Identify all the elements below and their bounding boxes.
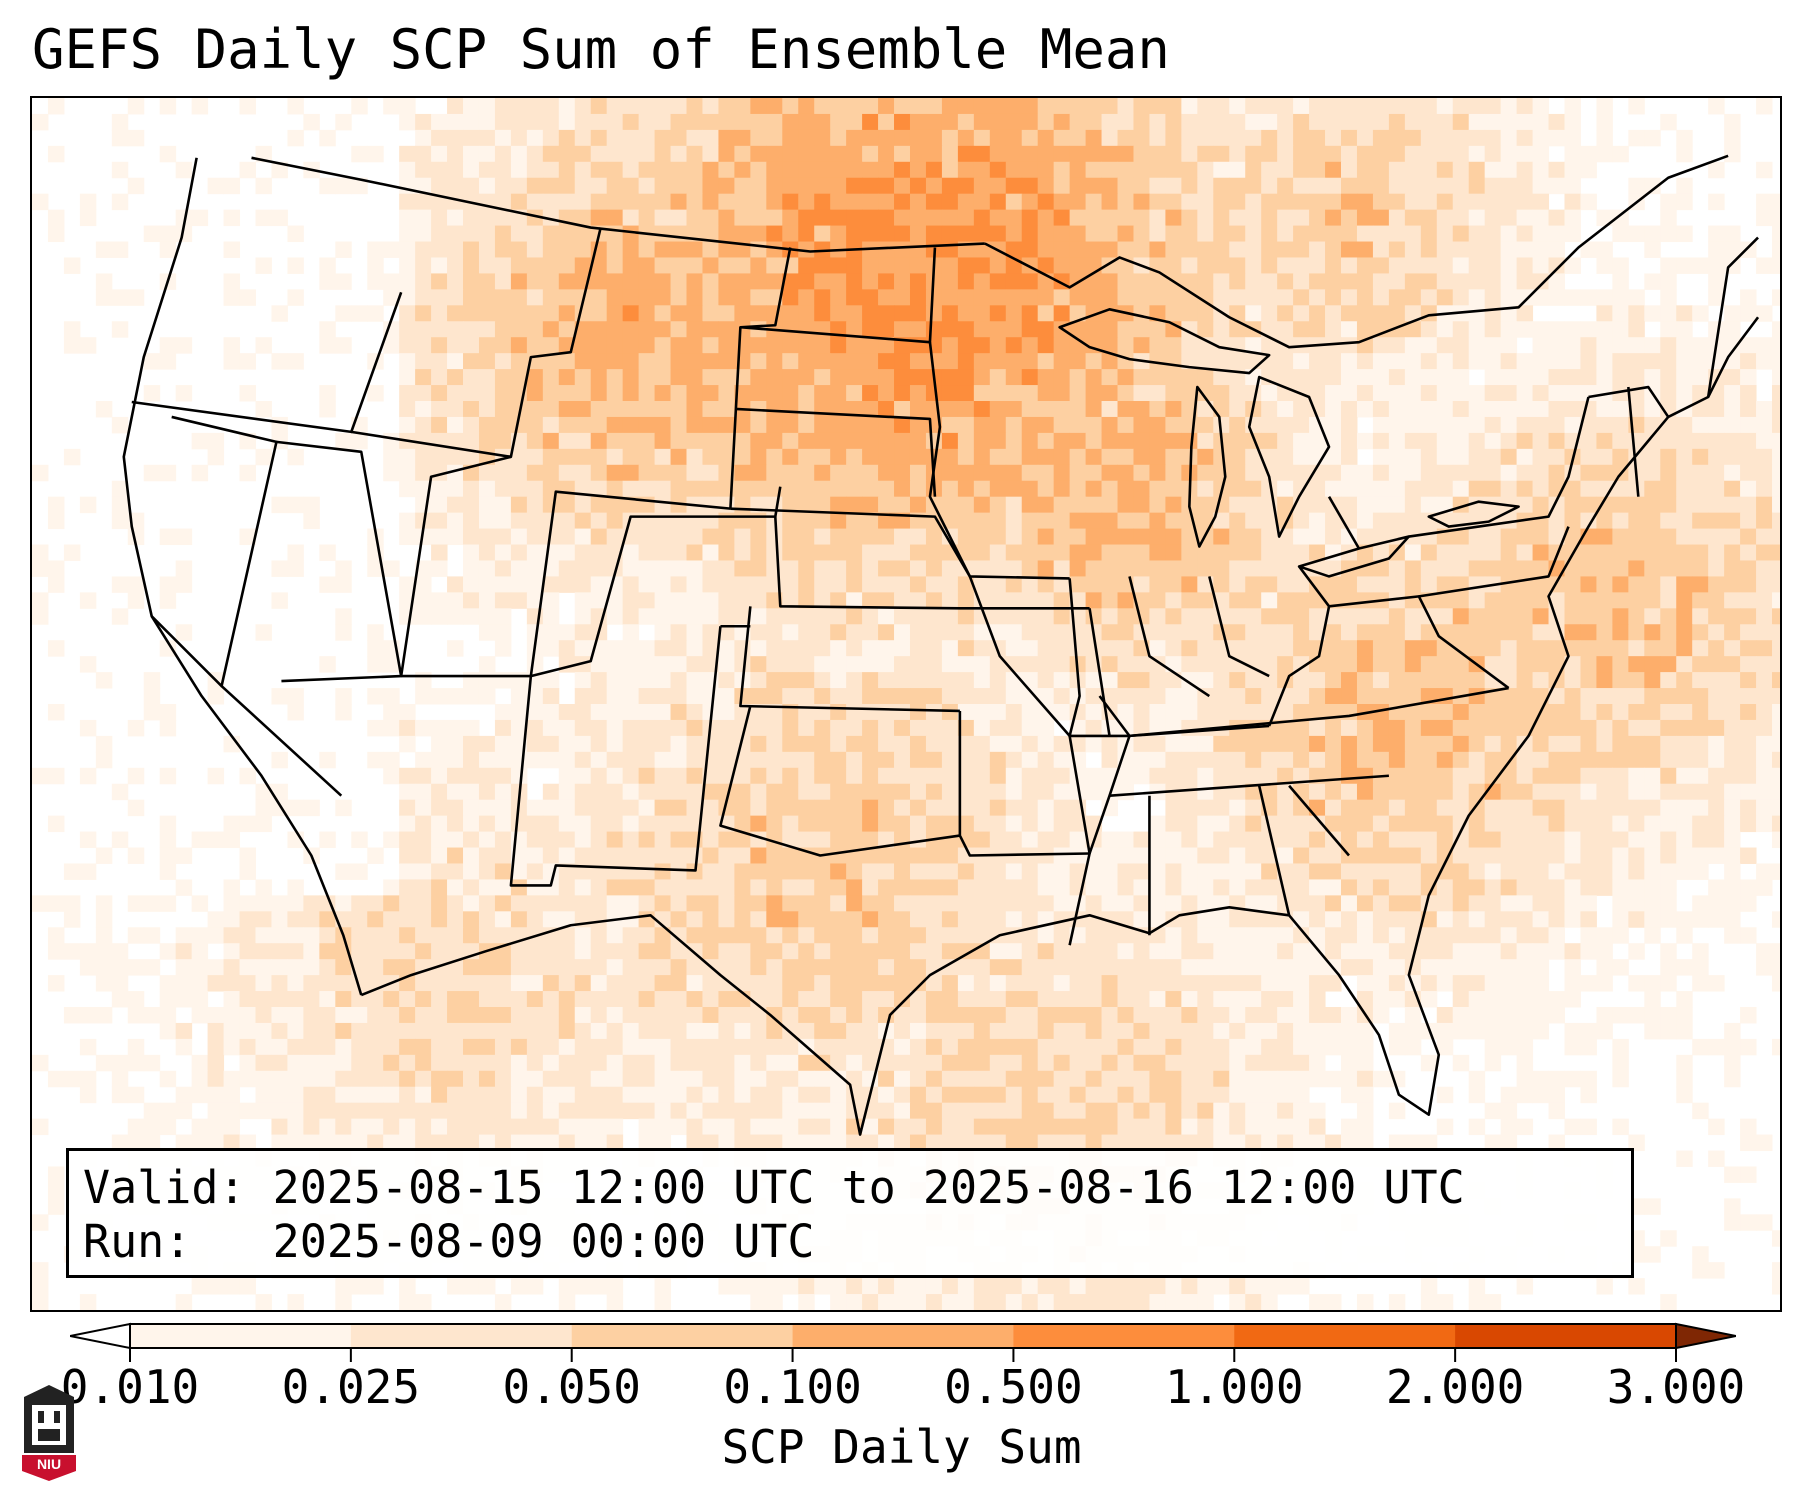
colorbar-label: SCP Daily Sum xyxy=(721,1420,1082,1474)
colorbar-tick-label: 0.500 xyxy=(944,1360,1083,1414)
run-time: Run: 2025-08-09 00:00 UTC xyxy=(83,1215,815,1268)
lake-huron xyxy=(1247,375,1331,538)
colorbar-tick-label: 0.025 xyxy=(281,1360,421,1414)
colorbar-segment xyxy=(792,1324,1014,1348)
state-boundaries xyxy=(122,154,1760,1136)
lake-ontario xyxy=(1427,500,1520,528)
scp-map xyxy=(32,98,1780,1310)
niu-logo-banner xyxy=(22,1455,76,1481)
colorbar-tick-label: 2.000 xyxy=(1385,1360,1525,1414)
colorbar-segment xyxy=(571,1324,794,1348)
valid-run-box: Valid: 2025-08-15 12:00 UTC to 2025-08-1… xyxy=(66,1148,1634,1278)
valid-time: Valid: 2025-08-15 12:00 UTC to 2025-08-1… xyxy=(83,1161,1465,1214)
lake-erie xyxy=(1297,535,1411,578)
map-frame xyxy=(30,96,1782,1312)
colorbar-segment xyxy=(350,1324,573,1348)
lake-michigan xyxy=(1188,385,1227,548)
lake-superior xyxy=(1058,308,1271,375)
colorbar-tick-label: 3.000 xyxy=(1606,1360,1746,1414)
colorbar-tick-label: 0.010 xyxy=(60,1360,200,1414)
colorbar-outline xyxy=(129,1323,1677,1349)
niu-logo: NIU xyxy=(22,1385,76,1481)
colorbar-over-extend xyxy=(1675,1322,1736,1350)
colorbar-tick-label: 1.000 xyxy=(1165,1360,1304,1414)
colorbar-segment xyxy=(1455,1324,1677,1348)
us-canada-border xyxy=(251,156,985,253)
colorbar-under-extend xyxy=(70,1322,131,1350)
colorbar-segment xyxy=(1013,1324,1235,1348)
colorbar-segment xyxy=(130,1324,352,1348)
map-title: GEFS Daily SCP Sum of Ensemble Mean xyxy=(32,18,1170,81)
gulf-east-coast xyxy=(360,316,1760,1136)
colorbar xyxy=(70,1322,1736,1362)
colorbar-tick-label: 0.100 xyxy=(723,1360,862,1414)
great-lakes-border xyxy=(984,154,1729,349)
colorbar-segment xyxy=(1234,1324,1456,1348)
scp-field xyxy=(32,98,1780,1310)
niu-logo-text: NIU xyxy=(37,1456,61,1472)
colorbar-tick-label: 0.050 xyxy=(502,1360,641,1414)
